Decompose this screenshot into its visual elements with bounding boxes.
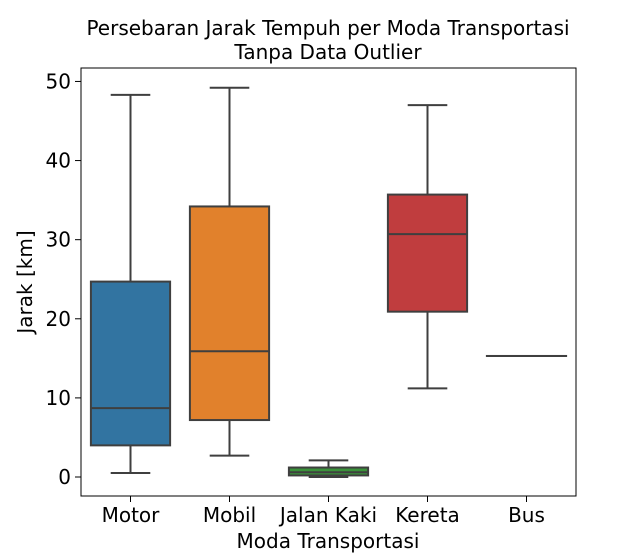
box-mobil: [188, 205, 271, 422]
box-motor: [89, 280, 172, 447]
chart-subtitle: Tanpa Data Outlier: [233, 40, 422, 64]
x-tick-label-0: Motor: [102, 503, 161, 527]
y-tick-label-1: 10: [46, 386, 71, 410]
plot-frame: [80, 67, 577, 497]
chart-title: Persebaran Jarak Tempuh per Moda Transpo…: [86, 16, 569, 40]
box-kereta: [386, 193, 469, 313]
y-tick-label-4: 40: [46, 149, 71, 173]
y-tick-label-0: 0: [58, 465, 71, 489]
y-tick-label-5: 50: [46, 69, 71, 93]
x-axis-label: Moda Transportasi: [237, 529, 420, 553]
y-tick-label-3: 30: [46, 228, 71, 252]
x-tick-label-1: Mobil: [203, 503, 256, 527]
plot-area: 0 10 20 30 40 50 Motor Mobil Jalan Kaki Kereta Bus: [46, 69, 568, 527]
x-tick-label-4: Bus: [508, 503, 545, 527]
y-axis-label: Jarak [km]: [13, 230, 37, 335]
x-tick-label-3: Kereta: [395, 503, 460, 527]
x-tick-label-2: Jalan Kaki: [278, 503, 377, 527]
y-tick-label-2: 20: [46, 307, 71, 331]
